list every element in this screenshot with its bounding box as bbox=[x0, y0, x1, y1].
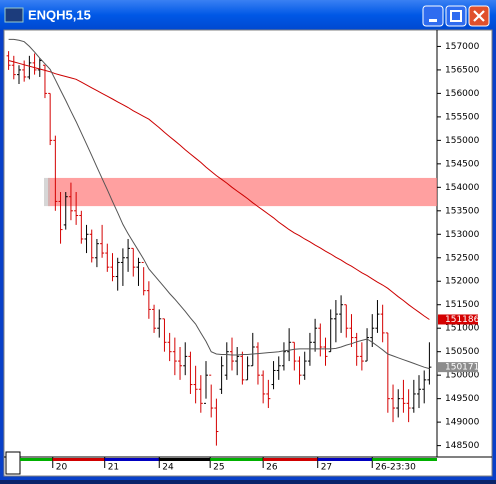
x-tick-label: 27 bbox=[321, 463, 332, 473]
y-tick-label: 153500 bbox=[445, 206, 480, 216]
y-tick-label: 149000 bbox=[445, 418, 480, 428]
minimize-icon bbox=[429, 19, 437, 22]
x-tick-label: 24 bbox=[162, 463, 174, 473]
moving-average bbox=[8, 60, 430, 320]
y-tick-label: 150500 bbox=[445, 347, 480, 357]
y-tick-label: 155500 bbox=[445, 112, 480, 122]
y-tick-label: 152000 bbox=[445, 277, 480, 287]
price-marker-label: 150171 bbox=[445, 363, 479, 373]
x-tick-label: 26 bbox=[266, 463, 278, 473]
y-tick-label: 150000 bbox=[445, 371, 480, 381]
y-tick-label: 156500 bbox=[445, 65, 480, 75]
maximize-button[interactable] bbox=[445, 5, 467, 27]
session-strip bbox=[210, 458, 264, 461]
y-tick-label: 152500 bbox=[445, 253, 480, 263]
y-tick-label: 151500 bbox=[445, 300, 480, 310]
title-bar bbox=[0, 0, 496, 30]
session-strip bbox=[317, 458, 373, 461]
minimize-button[interactable] bbox=[422, 5, 444, 27]
y-tick-label: 148500 bbox=[445, 441, 480, 451]
highlight-shadow bbox=[44, 177, 50, 207]
session-strip bbox=[159, 458, 211, 461]
session-strip bbox=[20, 458, 53, 461]
y-tick-label: 155000 bbox=[445, 136, 480, 146]
y-tick-label: 154000 bbox=[445, 183, 480, 193]
session-strip bbox=[263, 458, 318, 461]
price-marker bbox=[438, 362, 478, 373]
y-tick-label: 151000 bbox=[445, 324, 480, 334]
y-tick-label: 153000 bbox=[445, 230, 480, 240]
price-marker-label: 151186 bbox=[445, 315, 480, 325]
moving-average bbox=[8, 38, 430, 370]
y-tick-label: 154500 bbox=[445, 159, 480, 169]
x-tick-label: 20 bbox=[56, 463, 68, 473]
maximize-icon bbox=[450, 10, 462, 22]
x-tick-label: 26-23:30 bbox=[375, 463, 416, 473]
app-icon bbox=[4, 7, 24, 23]
session-strip bbox=[104, 458, 160, 461]
highlight-band bbox=[48, 177, 437, 207]
session-strip bbox=[52, 458, 105, 461]
corner-box bbox=[5, 451, 21, 475]
y-tick-label: 156000 bbox=[445, 89, 480, 99]
window-title: ENQH5,15 bbox=[28, 7, 91, 22]
plot: 148500 149000 149500 150000 150500 151000 1515… bbox=[6, 38, 480, 473]
y-tick-label: 157000 bbox=[445, 42, 480, 52]
x-tick-label: 25 bbox=[213, 463, 224, 473]
close-icon bbox=[473, 10, 485, 22]
session-strip bbox=[372, 458, 437, 461]
x-tick-label: 21 bbox=[108, 463, 119, 473]
chart-area bbox=[3, 29, 493, 477]
price-marker bbox=[438, 314, 478, 325]
y-tick-label: 149500 bbox=[445, 394, 480, 404]
